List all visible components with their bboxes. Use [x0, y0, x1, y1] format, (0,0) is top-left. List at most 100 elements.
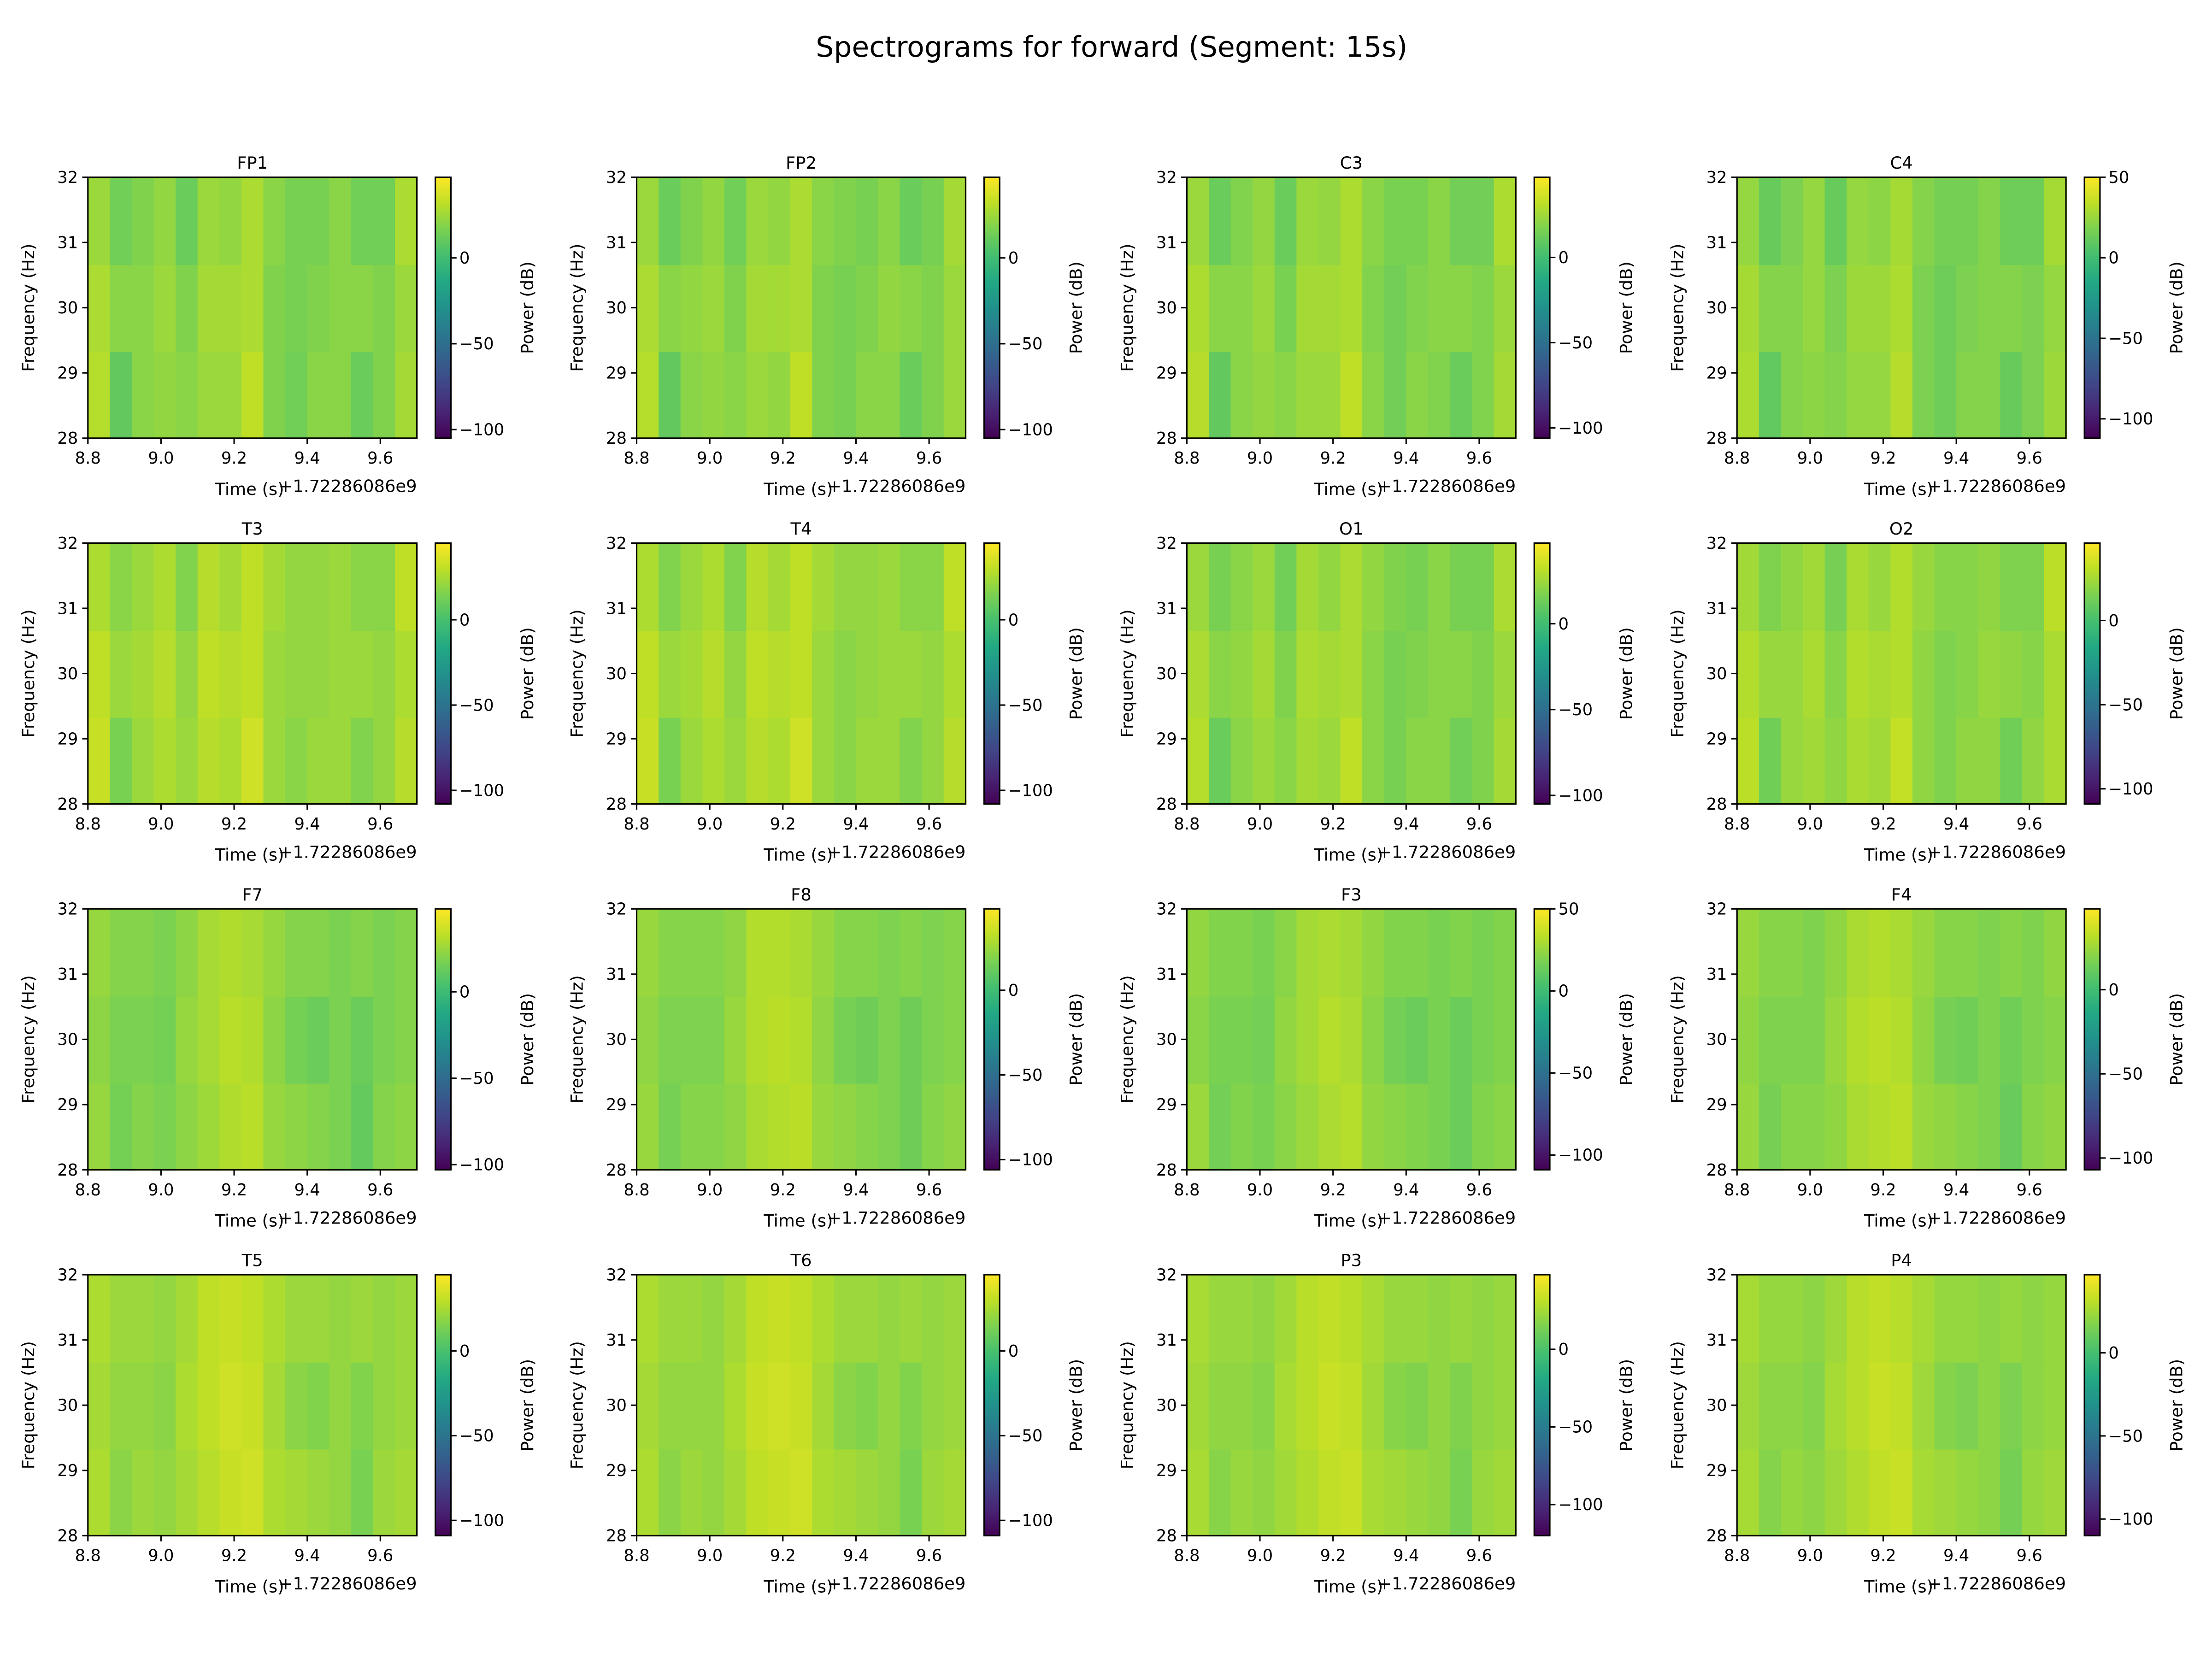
- heatmap-cell: [812, 909, 835, 997]
- heatmap-cell: [1494, 996, 1517, 1084]
- subplot-title: C4: [1890, 153, 1913, 173]
- heatmap-cell: [1978, 1361, 2001, 1450]
- y-tick-label: 30: [1156, 1030, 1177, 1049]
- heatmap-cell: [636, 996, 659, 1084]
- heatmap-cell: [1978, 996, 2001, 1084]
- heatmap-cell: [856, 177, 879, 265]
- colorbar-tick-label: −100: [1559, 1495, 1603, 1514]
- heatmap-cell: [1956, 351, 1979, 439]
- heatmap-cell: [636, 351, 659, 439]
- heatmap-cell: [1362, 264, 1385, 352]
- heatmap-cell: [856, 717, 879, 805]
- heatmap-cell: [1296, 717, 1319, 805]
- x-tick-label: 8.8: [624, 1547, 649, 1565]
- heatmap-cell: [1978, 630, 2001, 718]
- colorbar-tick-label: −50: [1559, 334, 1593, 353]
- heatmap-cell: [1362, 351, 1385, 439]
- heatmap-cell: [790, 996, 813, 1084]
- x-tick-label: 8.8: [624, 1181, 649, 1200]
- x-tick-label: 9.6: [1466, 1181, 1492, 1200]
- colorbar-tick-label: −100: [1559, 419, 1603, 438]
- heatmap-cell: [724, 543, 747, 631]
- y-tick-label: 30: [1156, 299, 1177, 318]
- heatmap-cell: [1868, 177, 1892, 265]
- heatmap-cell: [636, 1361, 659, 1450]
- heatmap-cell: [702, 909, 725, 997]
- x-axis-label: Time (s): [1313, 845, 1383, 865]
- heatmap-cell: [1450, 264, 1473, 352]
- heatmap-cell: [636, 1082, 659, 1171]
- heatmap-cell: [1406, 717, 1429, 805]
- x-offset-label: +1.72286086e9: [1377, 477, 1516, 496]
- heatmap-cell: [1781, 177, 1804, 265]
- heatmap-cell: [1759, 1275, 1782, 1363]
- heatmap-cell: [943, 717, 967, 805]
- heatmap-cell: [1472, 909, 1495, 997]
- heatmap-cell: [351, 1275, 374, 1363]
- x-tick-label: 9.4: [294, 815, 320, 834]
- heatmap-cell: [110, 264, 133, 352]
- heatmap-cell: [1187, 1448, 1210, 1537]
- heatmap-cell: [1868, 909, 1892, 997]
- heatmap-cell: [724, 264, 747, 352]
- colorbar-tick-label: −100: [1008, 420, 1053, 439]
- heatmap-cell: [241, 1448, 265, 1537]
- heatmap-cell: [1824, 1082, 1848, 1171]
- heatmap-cell: [1296, 1275, 1319, 1363]
- heatmap-cell: [659, 1275, 682, 1363]
- colorbar-tick-label: −100: [2108, 410, 2153, 429]
- heatmap-cell: [351, 264, 374, 352]
- heatmap-cell: [2044, 630, 2067, 718]
- heatmap-cell: [2022, 1361, 2045, 1450]
- heatmap-cell: [834, 630, 857, 718]
- heatmap-cell: [812, 1448, 835, 1537]
- x-axis-label: Time (s): [1864, 479, 1933, 499]
- colorbar-tick-label: −50: [1559, 700, 1593, 719]
- heatmap-cell: [1362, 1448, 1385, 1537]
- y-tick-label: 31: [1156, 1331, 1177, 1350]
- heatmap-cell: [153, 1448, 176, 1537]
- heatmap-cell: [1296, 1082, 1319, 1171]
- heatmap-cell: [724, 1361, 747, 1450]
- heatmap-cell: [2000, 351, 2023, 439]
- heatmap-cell: [943, 177, 967, 265]
- heatmap-cell: [1824, 1448, 1848, 1537]
- heatmap-cell: [922, 543, 945, 631]
- x-tick-label: 9.2: [770, 449, 796, 468]
- x-offset-label: +1.72286086e9: [827, 1208, 965, 1228]
- heatmap-cell: [1187, 1275, 1210, 1363]
- heatmap-cell: [1362, 1361, 1385, 1450]
- heatmap-cell: [1824, 264, 1848, 352]
- x-tick-label: 9.2: [1320, 1547, 1346, 1565]
- heatmap-cell: [219, 717, 242, 805]
- heatmap-cell: [1824, 909, 1848, 997]
- heatmap-cell: [263, 1448, 286, 1537]
- heatmap-cell: [176, 177, 199, 265]
- x-axis-label: Time (s): [214, 1577, 284, 1596]
- heatmap-cell: [307, 264, 330, 352]
- heatmap-cell: [1912, 630, 1936, 718]
- heatmap-cell: [395, 543, 418, 631]
- heatmap-cell: [1824, 351, 1848, 439]
- heatmap-cell: [373, 1082, 396, 1171]
- y-tick-label: 28: [1156, 429, 1177, 448]
- y-tick-label: 29: [1156, 1461, 1177, 1480]
- heatmap-cell: [88, 1275, 111, 1363]
- y-tick-label: 28: [1156, 1161, 1177, 1180]
- heatmap-cell: [153, 630, 176, 718]
- heatmap-cell: [812, 1275, 835, 1363]
- y-tick-label: 28: [57, 429, 78, 448]
- heatmap-cell: [110, 1448, 133, 1537]
- x-axis-label: Time (s): [1864, 1211, 1933, 1231]
- heatmap-cell: [636, 264, 659, 352]
- heatmap-cell: [1472, 543, 1495, 631]
- heatmap-cell: [307, 630, 330, 718]
- heatmap-cell: [1450, 717, 1473, 805]
- heatmap-cell: [636, 1275, 659, 1363]
- heatmap-cell: [659, 1448, 682, 1537]
- y-tick-label: 30: [606, 665, 627, 683]
- x-tick-label: 8.8: [75, 815, 101, 834]
- heatmap-cell: [746, 996, 769, 1084]
- subplot-title: FP2: [786, 153, 817, 173]
- heatmap-cell: [1362, 909, 1385, 997]
